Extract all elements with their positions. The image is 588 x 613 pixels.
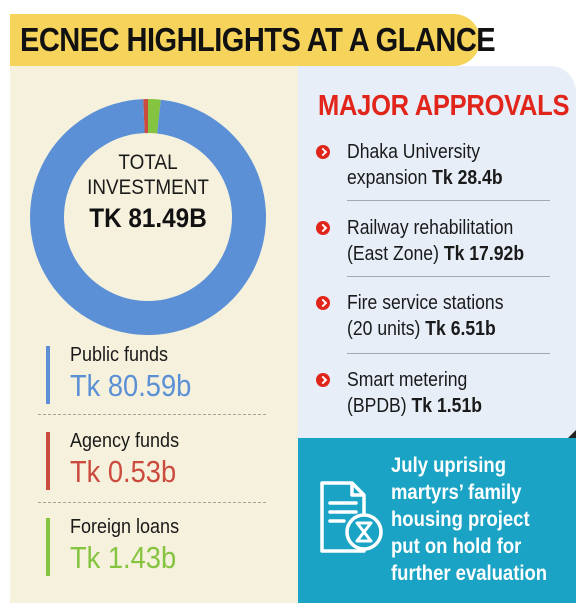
approval-text: Smart metering (BPDB) Tk 1.51b <box>347 367 541 419</box>
note-text: July uprising martyrs’ family housing pr… <box>391 452 567 587</box>
donut-label-line1: TOTAL <box>118 151 178 174</box>
foreign-loans-label: Foreign loans <box>70 516 180 538</box>
approval-text: Fire service stations (20 units) Tk 6.51… <box>347 290 541 342</box>
approval-amount: Tk 17.92b <box>443 243 525 265</box>
header-banner: ECNEC HIGHLIGHTS AT A GLANCE <box>10 14 496 66</box>
approval-detail-text: expansion <box>347 167 428 189</box>
approval-detail-text: (BPDB) <box>347 395 407 417</box>
approval-name: Railway rehabilitation <box>347 217 514 239</box>
approval-detail: (East Zone) Tk 17.92b <box>347 241 541 267</box>
agency-funds-value: Tk 0.53b <box>70 454 177 489</box>
approval-detail-text: (20 units) <box>347 318 421 340</box>
approval-amount: Tk 28.4b <box>432 167 503 189</box>
legend-divider <box>38 414 266 415</box>
note-corner-notch <box>566 430 576 440</box>
donut-label-line2: INVESTMENT <box>87 176 209 199</box>
approval-text: Railway rehabilitation (East Zone) Tk 17… <box>347 215 541 267</box>
approval-text: Dhaka University expansion Tk 28.4b <box>347 139 541 191</box>
foreign-loans-swatch <box>46 518 50 576</box>
chevron-right-icon <box>316 145 330 159</box>
approval-name: Dhaka University <box>347 141 481 163</box>
donut-total-value: TK 81.49B <box>89 203 207 233</box>
note-line: July uprising <box>391 454 507 477</box>
donut-center-label: TOTAL INVESTMENT TK 81.49B <box>52 150 244 236</box>
chevron-right-icon <box>316 373 330 387</box>
public-funds-swatch <box>46 346 50 404</box>
approval-divider <box>347 276 550 277</box>
approval-item: Dhaka University expansion Tk 28.4b <box>316 139 552 193</box>
agency-funds-label: Agency funds <box>70 430 180 452</box>
approval-item: Railway rehabilitation (East Zone) Tk 17… <box>316 215 552 269</box>
agency-funds-swatch <box>46 432 50 490</box>
approval-amount: Tk 1.51b <box>411 395 482 417</box>
chevron-right-icon <box>316 296 330 310</box>
major-approvals-panel <box>298 66 576 438</box>
approval-detail: expansion Tk 28.4b <box>347 165 541 191</box>
approval-name: Smart metering <box>347 369 468 391</box>
public-funds-value: Tk 80.59b <box>70 368 192 403</box>
approval-detail: (BPDB) Tk 1.51b <box>347 393 541 419</box>
page-title: ECNEC HIGHLIGHTS AT A GLANCE <box>20 21 496 58</box>
legend-foreign-loans: Foreign loans Tk 1.43b <box>46 516 286 580</box>
approval-amount: Tk 6.51b <box>425 318 496 340</box>
document-hourglass-icon <box>320 481 383 553</box>
legend-divider <box>38 502 266 503</box>
note-line: martyrs’ family <box>391 481 522 504</box>
approval-divider <box>347 353 550 354</box>
note-line: put on hold for <box>391 535 522 558</box>
public-funds-label: Public funds <box>70 344 169 366</box>
foreign-loans-value: Tk 1.43b <box>70 540 177 575</box>
approval-name: Fire service stations <box>347 292 504 314</box>
approval-item: Smart metering (BPDB) Tk 1.51b <box>316 367 552 421</box>
donut-slice-foreign-loans <box>148 99 161 134</box>
note-line: housing project <box>391 508 530 531</box>
approval-divider <box>347 200 550 201</box>
note-line: further evaluation <box>391 562 548 585</box>
legend-public-funds: Public funds Tk 80.59b <box>46 344 286 408</box>
legend-agency-funds: Agency funds Tk 0.53b <box>46 430 286 494</box>
approval-item: Fire service stations (20 units) Tk 6.51… <box>316 290 552 344</box>
investment-donut-chart <box>30 99 266 335</box>
approval-detail: (20 units) Tk 6.51b <box>347 316 541 342</box>
chevron-right-icon <box>316 221 330 235</box>
approvals-title: MAJOR APPROVALS <box>318 90 570 122</box>
approval-detail-text: (East Zone) <box>347 243 439 265</box>
donut-slice-agency-funds <box>143 99 148 134</box>
